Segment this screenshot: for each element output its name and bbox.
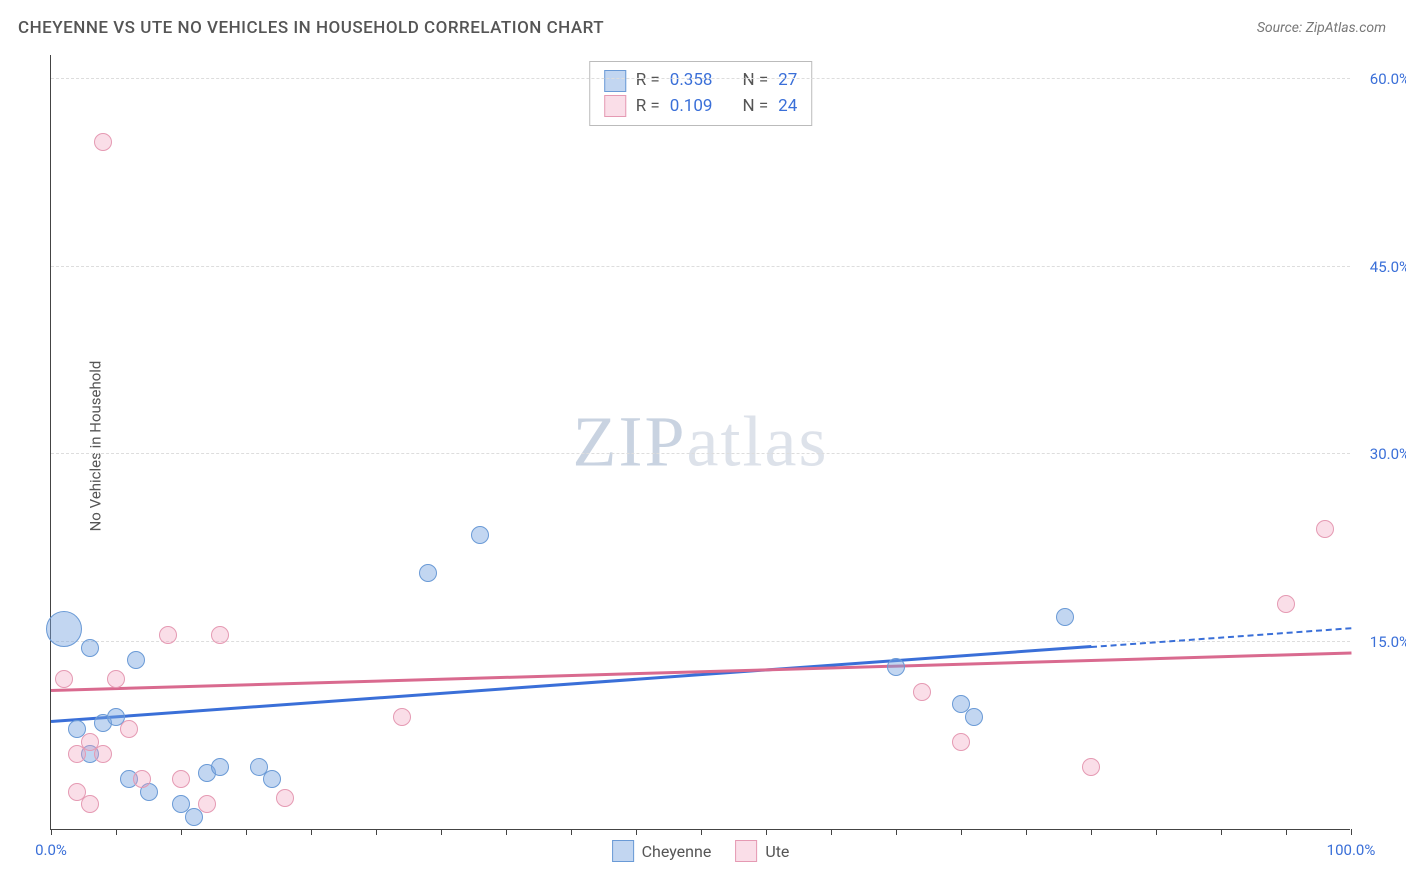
- xtick-label: 100.0%: [1327, 841, 1376, 859]
- data-point: [94, 745, 112, 763]
- chart-title: CHEYENNE VS UTE NO VEHICLES IN HOUSEHOLD…: [18, 18, 604, 38]
- watermark: ZIPatlas: [573, 401, 829, 484]
- data-point: [133, 770, 151, 788]
- xtick: [831, 829, 832, 835]
- xtick: [376, 829, 377, 835]
- swatch-ute: [604, 95, 626, 117]
- legend-item-cheyenne: Cheyenne: [612, 840, 712, 862]
- data-point: [471, 526, 489, 544]
- data-point: [965, 708, 983, 726]
- xtick: [441, 829, 442, 835]
- data-point: [1277, 595, 1295, 613]
- xtick: [961, 829, 962, 835]
- xtick: [571, 829, 572, 835]
- data-point: [1316, 520, 1334, 538]
- series-legend: Cheyenne Ute: [612, 840, 790, 862]
- ytick-label: 45.0%: [1355, 258, 1406, 276]
- xtick: [246, 829, 247, 835]
- xtick: [636, 829, 637, 835]
- swatch-cheyenne: [604, 70, 626, 92]
- data-point: [81, 639, 99, 657]
- data-point: [419, 564, 437, 582]
- data-point: [1056, 608, 1074, 626]
- ytick-label: 60.0%: [1355, 70, 1406, 88]
- correlation-legend: R = 0.358 N = 27 R = 0.109 N = 24: [589, 61, 813, 126]
- ytick-label: 30.0%: [1355, 445, 1406, 463]
- xtick: [1026, 829, 1027, 835]
- gridline: [51, 78, 1350, 79]
- xtick-label: 0.0%: [35, 841, 67, 859]
- gridline: [51, 453, 1350, 454]
- data-point: [172, 770, 190, 788]
- regression-line: [51, 652, 1351, 692]
- data-point: [887, 658, 905, 676]
- data-point: [81, 795, 99, 813]
- data-point: [46, 611, 82, 647]
- xtick: [896, 829, 897, 835]
- xtick: [1091, 829, 1092, 835]
- xtick: [1221, 829, 1222, 835]
- swatch-cheyenne-bottom: [612, 840, 634, 862]
- xtick: [506, 829, 507, 835]
- data-point: [276, 789, 294, 807]
- xtick: [1351, 829, 1352, 835]
- xtick: [1286, 829, 1287, 835]
- data-point: [263, 770, 281, 788]
- legend-row-ute: R = 0.109 N = 24: [604, 94, 798, 120]
- ytick-label: 15.0%: [1355, 633, 1406, 651]
- data-point: [120, 720, 138, 738]
- data-point: [1082, 758, 1100, 776]
- legend-item-ute: Ute: [735, 840, 789, 862]
- data-point: [94, 133, 112, 151]
- data-point: [393, 708, 411, 726]
- xtick: [51, 829, 52, 835]
- legend-row-cheyenne: R = 0.358 N = 27: [604, 68, 798, 94]
- data-point: [159, 626, 177, 644]
- xtick: [766, 829, 767, 835]
- data-point: [127, 651, 145, 669]
- data-point: [198, 795, 216, 813]
- data-point: [913, 683, 931, 701]
- xtick: [116, 829, 117, 835]
- xtick: [1156, 829, 1157, 835]
- data-point: [952, 733, 970, 751]
- data-point: [68, 745, 86, 763]
- scatter-plot: ZIPatlas R = 0.358 N = 27 R = 0.109 N = …: [50, 55, 1350, 830]
- chart-container: CHEYENNE VS UTE NO VEHICLES IN HOUSEHOLD…: [0, 0, 1406, 892]
- xtick: [701, 829, 702, 835]
- data-point: [55, 670, 73, 688]
- data-point: [211, 758, 229, 776]
- xtick: [181, 829, 182, 835]
- swatch-ute-bottom: [735, 840, 757, 862]
- data-point: [107, 670, 125, 688]
- gridline: [51, 266, 1350, 267]
- regression-line: [1091, 627, 1351, 648]
- source-attribution: Source: ZipAtlas.com: [1257, 20, 1386, 36]
- xtick: [311, 829, 312, 835]
- data-point: [211, 626, 229, 644]
